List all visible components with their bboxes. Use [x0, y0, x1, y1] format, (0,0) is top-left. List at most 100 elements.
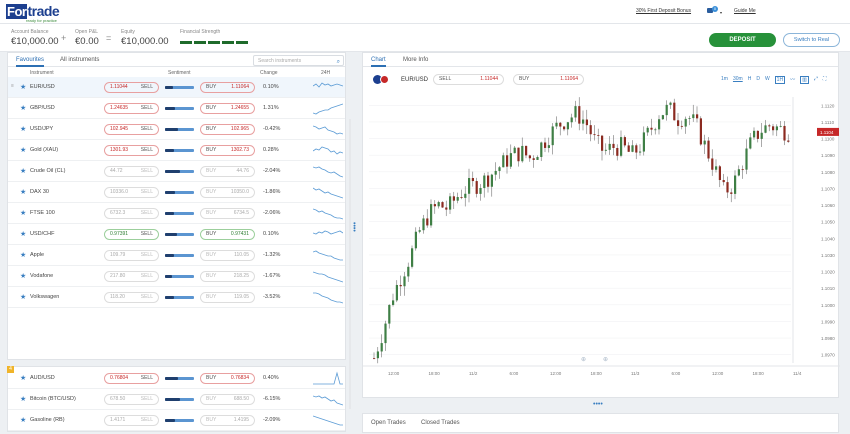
buy-button[interactable]: BUY 110.05	[200, 250, 255, 261]
instrument-row[interactable]: ★ Bitcoin (BTC/USD) 678.50 SELL BUY 688.50 -6.…	[8, 389, 345, 410]
switch-to-real-button[interactable]: Switch to Real	[783, 33, 840, 47]
search-input[interactable]: Search instruments ⌕	[253, 55, 344, 66]
star-icon[interactable]: ★	[20, 273, 27, 280]
sell-button[interactable]: 44.72 SELL	[104, 166, 159, 177]
fullscreen-icon[interactable]: ⛶	[822, 76, 827, 82]
buy-button[interactable]: BUY 44.76	[200, 166, 255, 177]
buy-button[interactable]: BUY 1302.73	[200, 145, 255, 156]
first-deposit-bonus-link[interactable]: 30% First Deposit Bonus	[636, 8, 692, 14]
timeframe-h[interactable]: H	[747, 76, 752, 82]
buy-button[interactable]: BUY 1.4195	[200, 415, 255, 426]
candle	[392, 300, 395, 305]
star-icon[interactable]: ★	[20, 231, 27, 238]
tab-closed-trades[interactable]: Closed Trades	[421, 420, 460, 426]
buy-button[interactable]: BUY 119.05	[200, 292, 255, 303]
sell-button[interactable]: 109.79 SELL	[104, 250, 159, 261]
notifications-button[interactable]: 0 ▾	[707, 6, 722, 16]
star-icon[interactable]: ★	[20, 147, 27, 154]
sell-button[interactable]: 102.945 SELL	[104, 124, 159, 135]
timeframe-1m[interactable]: 1m	[721, 76, 728, 82]
timeframe-d[interactable]: D	[756, 76, 760, 82]
instrument-row[interactable]: ★ GBP/USD 1.24635 SELL BUY 1.24655 1.31%	[8, 98, 345, 119]
chart-buy-button[interactable]: BUY 1.11064	[513, 74, 584, 85]
sell-button[interactable]: 0.76804 SELL	[104, 373, 159, 384]
star-icon[interactable]: ★	[20, 105, 27, 112]
instrument-row[interactable]: ★ Volkswagen 118.20 SELL BUY 119.05 -3.52%	[8, 287, 345, 308]
buy-label: BUY	[206, 375, 217, 381]
resize-handle-icon[interactable]: ••••	[593, 401, 603, 408]
instrument-row[interactable]: ★ Gasoline (RB) 1.4171 SELL BUY 1.4195 -2.09%	[8, 410, 345, 431]
star-icon[interactable]: ★	[20, 294, 27, 301]
buy-button[interactable]: BUY 1.24655	[200, 103, 255, 114]
tab-all-instruments[interactable]: All instruments	[60, 57, 100, 63]
buy-button[interactable]: BUY 218.25	[200, 271, 255, 282]
candle	[665, 104, 668, 116]
star-icon[interactable]: ★	[20, 189, 27, 196]
buy-button[interactable]: BUY 10350.0	[200, 187, 255, 198]
chart-sell-button[interactable]: SELL 1.11044	[433, 74, 504, 85]
star-icon[interactable]: ★	[20, 417, 27, 424]
sell-button[interactable]: 10336.0 SELL	[104, 187, 159, 198]
drag-handle-icon[interactable]: ≡	[11, 83, 14, 89]
star-icon[interactable]: ★	[20, 210, 27, 217]
sell-button[interactable]: 1.4171 SELL	[104, 415, 159, 426]
buy-button[interactable]: BUY 0.76834	[200, 373, 255, 384]
star-icon[interactable]: ★	[20, 126, 27, 133]
y-tick-label: 1.1070	[821, 186, 835, 191]
candle	[753, 130, 756, 138]
price-chart[interactable]: 1.1120 1.1110 1.1100 1.1090 1.1080 1.1070 1.10…	[363, 93, 840, 381]
timeframe-1h-active[interactable]: 1H	[774, 76, 786, 84]
guide-me-link[interactable]: Guide Me	[734, 8, 756, 14]
instrument-row[interactable]: ★ Apple 109.79 SELL BUY 110.05 -1.32%	[8, 245, 345, 266]
tab-chart[interactable]: Chart	[371, 57, 386, 67]
instrument-row[interactable]: ★ USD/CHF 0.97391 SELL BUY 0.97431 0.10%	[8, 224, 345, 245]
candlestick-icon[interactable]: ▥	[800, 76, 809, 84]
sell-button[interactable]: 118.20 SELL	[104, 292, 159, 303]
tab-favourites[interactable]: Favourites	[16, 57, 45, 67]
zoom-in-icon[interactable]: ⊕	[581, 357, 586, 363]
zoom-out-icon[interactable]: ⊕	[603, 357, 608, 363]
star-icon[interactable]: ★	[20, 252, 27, 259]
instrument-row[interactable]: ≡ ★ EUR/USD 1.11044 SELL BUY 1.11064 0.10%	[8, 77, 345, 98]
expand-icon[interactable]: ⤢	[813, 76, 818, 82]
instrument-row[interactable]: ★ AUD/USD 0.76804 SELL BUY 0.76834 0.40%	[8, 368, 345, 389]
candle	[528, 155, 531, 159]
star-icon[interactable]: ★	[20, 168, 27, 175]
star-icon[interactable]: ★	[20, 375, 27, 382]
buy-price: 119.05	[234, 294, 249, 300]
sell-button[interactable]: 6732.3 SELL	[104, 208, 159, 219]
instrument-row[interactable]: ★ Crude Oil (CL) 44.72 SELL BUY 44.76 -2.04%	[8, 161, 345, 182]
timeframe-w[interactable]: W	[764, 76, 770, 82]
star-icon[interactable]: ★	[20, 396, 27, 403]
buy-button[interactable]: BUY 688.50	[200, 394, 255, 405]
instrument-row[interactable]: ★ DAX 30 10336.0 SELL BUY 10350.0 -1.86%	[8, 182, 345, 203]
resize-handle-icon[interactable]: ••••	[350, 222, 357, 232]
buy-button[interactable]: BUY 102.965	[200, 124, 255, 135]
buy-button[interactable]: BUY 1.11064	[200, 82, 255, 93]
buy-price: 110.05	[234, 252, 249, 258]
timeframe-30m[interactable]: 30m	[732, 76, 743, 82]
instrument-row[interactable]: ★ Vodafone 217.80 SELL BUY 218.25 -1.67%	[8, 266, 345, 287]
sell-button[interactable]: 1301.93 SELL	[104, 145, 159, 156]
instrument-row[interactable]: ★ USD/JPY 102.945 SELL BUY 102.965 -0.42%	[8, 119, 345, 140]
sell-button[interactable]: 1.11044 SELL	[104, 82, 159, 93]
candle	[449, 196, 452, 210]
sell-button[interactable]: 0.97391 SELL	[104, 229, 159, 240]
sell-button[interactable]: 217.80 SELL	[104, 271, 159, 282]
buy-button[interactable]: BUY 0.97431	[200, 229, 255, 240]
buy-label: BUY	[206, 147, 217, 153]
instrument-row[interactable]: ★ Gold (XAU) 1301.93 SELL BUY 1302.73 0.28%	[8, 140, 345, 161]
deposit-button[interactable]: DEPOSIT	[709, 33, 776, 47]
star-icon[interactable]: ★	[20, 84, 27, 91]
instrument-row[interactable]: ★ FTSE 100 6732.3 SELL BUY 6734.5 -2.06%	[8, 203, 345, 224]
buy-button[interactable]: BUY 6734.5	[200, 208, 255, 219]
scrollbar[interactable]	[349, 119, 351, 409]
fortrade-logo[interactable]: Fortrade ready for practice	[6, 3, 60, 23]
tab-more-info[interactable]: More Info	[403, 57, 429, 63]
sell-button[interactable]: 1.24635 SELL	[104, 103, 159, 114]
search-icon[interactable]: ⌕	[336, 59, 340, 65]
sell-button[interactable]: 678.50 SELL	[104, 394, 159, 405]
line-chart-icon[interactable]: 〰	[790, 77, 796, 83]
tab-open-trades[interactable]: Open Trades	[371, 420, 406, 426]
sell-label: SELL	[140, 396, 153, 402]
